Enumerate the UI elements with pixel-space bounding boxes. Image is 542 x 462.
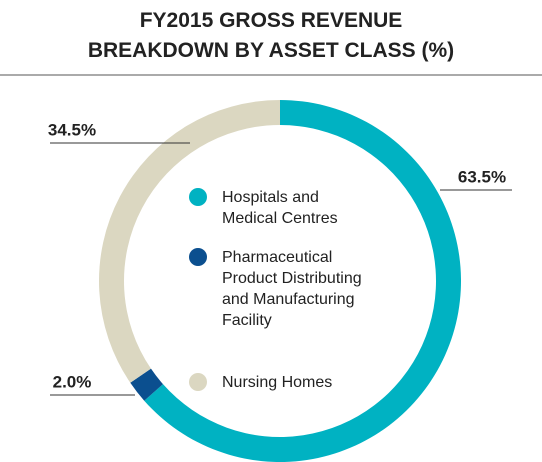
value-label: 2.0%: [53, 372, 92, 391]
chart-title: FY2015 GROSS REVENUE BREAKDOWN BY ASSET …: [87, 9, 455, 62]
legend-label: Nursing Homes: [222, 374, 333, 391]
donut-slice: [130, 368, 163, 401]
value-label: 63.5%: [458, 167, 506, 186]
donut-slice: [144, 100, 462, 462]
donut-slice: [98, 100, 280, 383]
legend-swatch: [189, 373, 207, 391]
legend-label: Pharmaceutical Product Distributing and …: [222, 249, 362, 329]
legend-swatch: [189, 188, 207, 206]
value-label: 34.5%: [48, 120, 96, 139]
legend-label: Hospitals and Medical Centres: [222, 189, 338, 227]
legend-swatch: [189, 248, 207, 266]
